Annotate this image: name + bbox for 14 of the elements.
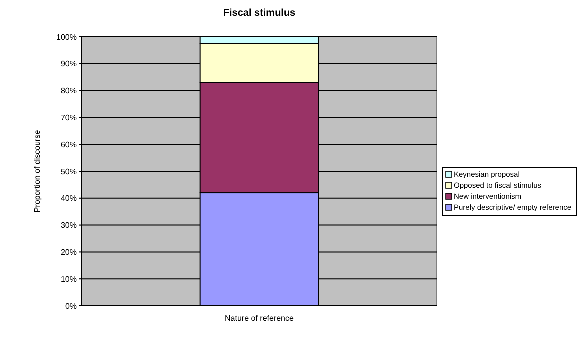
y-tick-label: 80% [60, 86, 77, 96]
y-tick-label: 20% [60, 248, 77, 257]
y-tick-label: 30% [60, 221, 77, 230]
y-tick-label: 0% [65, 302, 77, 311]
x-tick-label: Nature of reference [225, 314, 295, 323]
y-tick-label: 100% [56, 32, 77, 42]
y-axis-title: Proportion of discourse [33, 130, 42, 213]
y-tick-label: 50% [60, 167, 77, 176]
y-tick-label: 70% [60, 114, 77, 122]
y-tick-label: 10% [60, 274, 77, 284]
y-tick-label: 40% [60, 194, 77, 204]
y-tick-label: 90% [60, 60, 77, 69]
chart-title: Fiscal stimulus [223, 8, 296, 19]
y-tick-label: 60% [60, 140, 77, 150]
